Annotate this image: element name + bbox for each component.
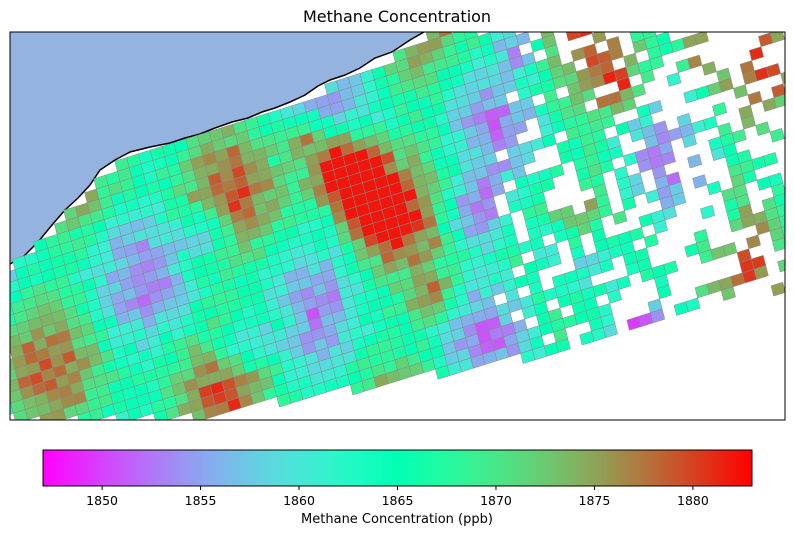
colorbar-gradient	[42, 449, 753, 487]
methane-cell	[700, 204, 716, 220]
methane-cell	[685, 297, 701, 313]
water-area	[10, 32, 424, 264]
methane-cell	[643, 233, 659, 249]
methane-cell	[549, 163, 565, 179]
methane-cell	[77, 411, 92, 420]
methane-cell	[621, 196, 637, 212]
methane-cell	[692, 174, 708, 189]
colorbar-tick-label: 1880	[677, 493, 709, 508]
methane-cell	[602, 323, 618, 339]
colorbar-tick-label: 1875	[579, 493, 611, 508]
methane-cell	[771, 83, 785, 99]
methane-cell	[630, 83, 646, 98]
methane-cell	[712, 101, 728, 117]
methane-cell	[115, 410, 131, 420]
methane-cell	[693, 32, 709, 46]
colorbar-tick-label: 1860	[283, 493, 315, 508]
colorbar-tick-label: 1865	[382, 493, 414, 508]
methane-cell	[578, 32, 593, 38]
methane-cell	[747, 90, 763, 106]
methane-cell	[778, 215, 785, 228]
methane-cell	[772, 237, 785, 252]
methane-cell	[606, 289, 622, 304]
colorbar-ticks: 1850 1855 1860 1865 1870 1875 1880	[86, 486, 709, 508]
methane-cell	[781, 226, 785, 239]
methane-cell	[650, 308, 666, 324]
methane-cell	[599, 258, 615, 274]
methane-cell	[722, 241, 738, 257]
methane-cell	[663, 260, 679, 276]
methane-cell	[647, 100, 663, 115]
methane-cell	[745, 234, 761, 250]
methane-cell	[681, 133, 697, 149]
methane-cell	[773, 93, 785, 109]
methane-cell	[660, 151, 676, 166]
methane-cell	[753, 265, 769, 280]
methane-cell	[773, 193, 785, 208]
methane-cell	[702, 115, 718, 131]
methane-cell	[770, 281, 785, 297]
methane-cell	[765, 63, 781, 78]
methane-cell	[671, 191, 687, 207]
methane-cell	[770, 182, 785, 198]
methane-cell	[687, 153, 703, 169]
methane-cell	[612, 210, 628, 225]
methane-cell	[652, 219, 668, 235]
methane-cell	[662, 205, 678, 221]
methane-cell	[555, 338, 571, 353]
map-axes-frame	[9, 31, 786, 421]
methane-cell	[769, 127, 785, 143]
methane-cell	[780, 71, 785, 85]
methane-cell	[546, 252, 562, 268]
colorbar: 1850 1855 1860 1865 1870 1875 1880	[42, 449, 753, 508]
chart-title: Methane Concentration	[302, 7, 492, 26]
methane-cell	[687, 54, 703, 70]
colorbar-tick-label: 1850	[86, 493, 118, 508]
methane-cell	[701, 61, 717, 76]
methane-cell	[777, 259, 785, 273]
methane-cell	[565, 32, 581, 42]
methane-cell	[731, 128, 747, 144]
methane-cell	[512, 120, 528, 135]
methane-cell	[763, 152, 779, 167]
methane-cell	[520, 150, 536, 166]
coastline	[10, 32, 425, 265]
methane-cell	[640, 69, 656, 85]
colorbar-tick-label: 1855	[185, 493, 217, 508]
methane-cell	[39, 412, 54, 420]
methane-cell	[748, 46, 764, 61]
methane-cell	[666, 72, 682, 87]
methane-cell	[515, 32, 531, 46]
methane-cell	[540, 177, 556, 193]
methane-cell	[616, 275, 632, 290]
methane-cell	[629, 227, 645, 242]
methane-cell	[769, 32, 785, 44]
methane-cells	[10, 32, 785, 420]
methane-cell	[649, 55, 665, 71]
methane-cell	[776, 204, 785, 218]
methane-cell	[733, 84, 749, 99]
colorbar-tick-label: 1870	[480, 493, 512, 508]
methane-cell	[706, 180, 722, 196]
methane-cell	[755, 121, 771, 137]
methane-cell	[656, 284, 672, 300]
colorbar-label: Methane Concentration (ppb)	[301, 512, 493, 527]
methane-cell	[720, 286, 736, 302]
